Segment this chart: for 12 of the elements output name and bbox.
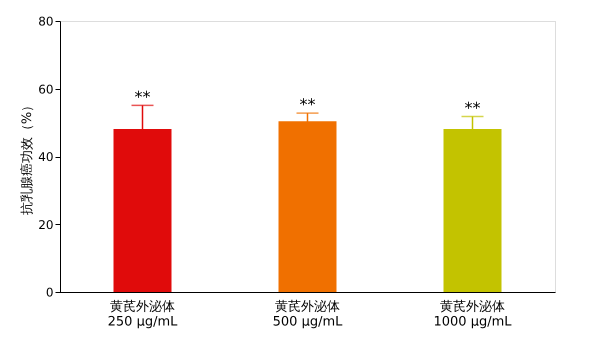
y-tick-label: 80 [38,14,54,28]
y-tick-label: 0 [46,286,54,300]
annotation: ** [134,87,150,106]
y-axis-title: 抗乳腺癌功效（%） [20,98,36,216]
y-tick-label: 40 [38,150,54,164]
annotation: ** [300,95,316,114]
x-tick-label: 黄芪外泌体 500 μg/mL [272,300,344,330]
y-tick-label: 20 [38,218,54,232]
annotation: ** [464,98,480,118]
y-tick-label: 60 [38,82,54,96]
x-tick-label: 黄芪外泌体 250 μg/mL [108,300,178,330]
x-tick-label: 黄芪外泌体 1000 μg/mL [433,300,512,330]
